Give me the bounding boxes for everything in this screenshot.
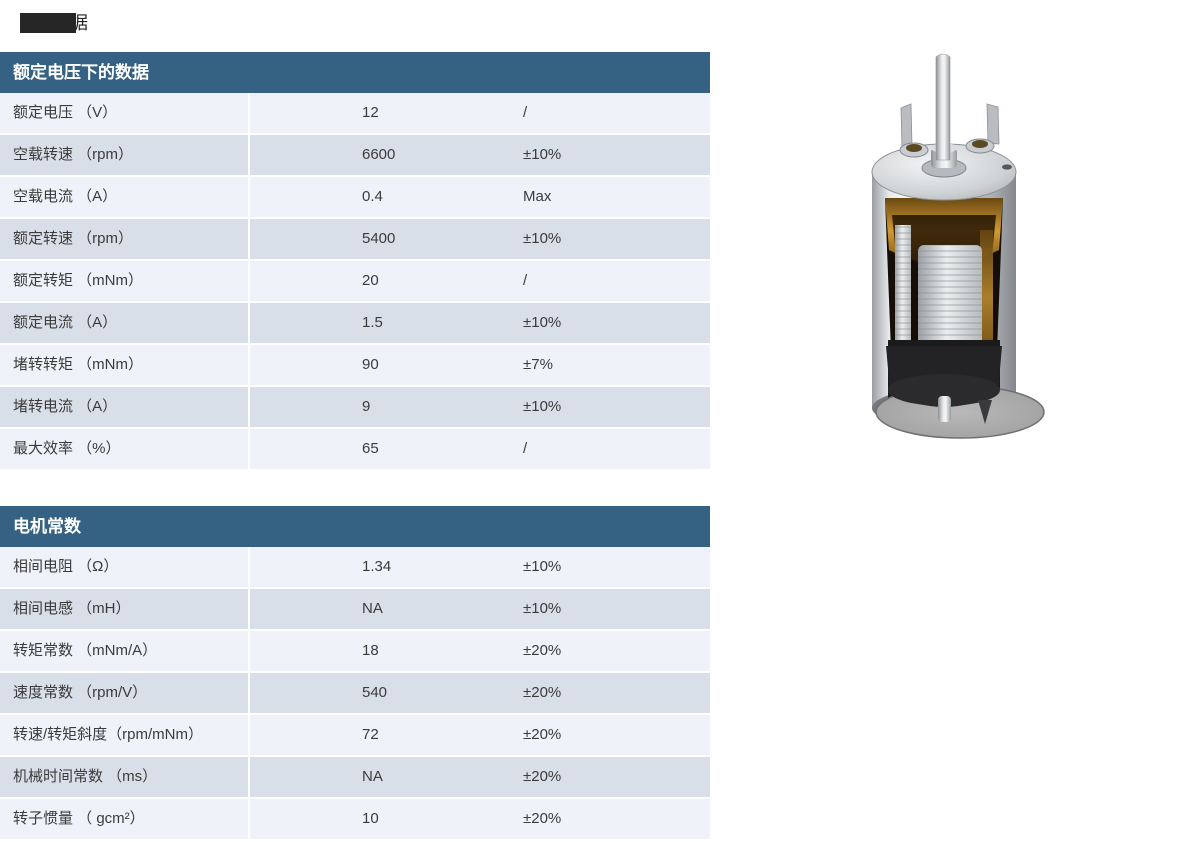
column-divider [248,345,250,385]
column-divider [248,547,250,587]
spec-value: 20 [362,272,379,289]
spec-label: 机械时间常数 （ms） [13,768,158,785]
spec-value: 1.5 [362,314,383,331]
table-body: 额定电压 （V） 12 / 空载转速 （rpm） 6600 ±10% 空载电流 （A） 0.4… [0,93,710,471]
spec-tolerance: ±20% [523,768,562,785]
spec-tolerance: ±10% [523,146,562,163]
column-divider [248,177,250,217]
table-row: 堵转电流 （A） 9 ±10% [0,387,710,429]
spec-tolerance: Max [523,188,552,205]
table-row: 额定电压 （V） 12 / [0,93,710,135]
table-title: 额定电压下的数据 [13,63,149,82]
spec-label: 速度常数 （rpm/V） [13,684,148,701]
column-divider [248,673,250,713]
table-header: 电机常数 [0,506,710,547]
spec-tolerance: / [523,104,528,121]
spec-tolerance: ±20% [523,726,562,743]
column-divider [248,135,250,175]
column-divider [248,219,250,259]
spec-tolerance: ±7% [523,356,553,373]
column-divider [248,303,250,343]
spec-label: 最大效率 （%） [13,440,121,457]
table-header: 额定电压下的数据 [0,52,710,93]
spec-value: 540 [362,684,388,701]
table-body: 相间电阻 （Ω） 1.34 ±10% 相间电感 （mH） NA ±10% 转矩常数 （mNm… [0,547,710,841]
spec-value: 5400 [362,230,396,247]
column-divider [248,589,250,629]
spec-label: 空载电流 （A） [13,188,118,205]
table-row: 额定转矩 （mNm） 20 / [0,261,710,303]
table-row: 转矩常数 （mNm/A） 18 ±20% [0,631,710,673]
table-row: 堵转转矩 （mNm） 90 ±7% [0,345,710,387]
redaction-box [20,13,76,33]
spec-tolerance: ±10% [523,398,562,415]
motor-constants-table: 电机常数 相间电阻 （Ω） 1.34 ±10% 相间电感 （mH） NA ±10% 转矩常数… [0,506,710,841]
spec-value: 6600 [362,146,396,163]
spec-value: 0.4 [362,188,383,205]
spec-label: 额定电流 （A） [13,314,118,331]
spec-tolerance: / [523,440,528,457]
spec-label: 堵转转矩 （mNm） [13,356,143,373]
spec-tolerance: ±10% [523,314,562,331]
spec-value: NA [362,768,383,785]
table-row: 相间电阻 （Ω） 1.34 ±10% [0,547,710,589]
spec-value: 9 [362,398,371,415]
spec-value: NA [362,600,383,617]
table-row: 机械时间常数 （ms） NA ±20% [0,757,710,799]
table-row: 转子惯量 （ gcm²） 10 ±20% [0,799,710,841]
motor-cutaway-image [852,40,1052,440]
table-row: 速度常数 （rpm/V） 540 ±20% [0,673,710,715]
spec-tolerance: ±20% [523,810,562,827]
column-divider [248,261,250,301]
spec-value: 12 [362,104,379,121]
column-divider [248,799,250,839]
column-divider [248,387,250,427]
table-row: 转速/转矩斜度（rpm/mNm） 72 ±20% [0,715,710,757]
table-title: 电机常数 [13,517,81,536]
spec-tolerance: / [523,272,528,289]
spec-value: 10 [362,810,379,827]
spec-label: 相间电感 （mH） [13,600,131,617]
rated-voltage-table: 额定电压下的数据 额定电压 （V） 12/空载转速 （rpm） 6600 ±10% 空载… [0,52,710,471]
spec-tolerance: ±10% [523,600,562,617]
spec-label: 堵转电流 （A） [13,398,118,415]
spec-label: 转子惯量 （ gcm²） [13,810,145,827]
spec-value: 18 [362,642,379,659]
spec-tolerance: ±20% [523,684,562,701]
page-title-masked: 据 [20,12,100,34]
column-divider [248,93,250,133]
column-divider [248,757,250,797]
spec-tolerance: ±10% [523,558,562,575]
spec-label: 额定转速 （rpm） [13,230,134,247]
spec-label: 额定电压 （V） [13,104,118,121]
spec-label: 空载转速 （rpm） [13,146,134,163]
spec-label: 转速/转矩斜度（rpm/mNm） [13,726,203,743]
table-row: 额定转速 （rpm） 5400 ±10% [0,219,710,261]
spec-value: 65 [362,440,379,457]
column-divider [248,631,250,671]
spec-value: 1.34 [362,558,392,575]
table-row: 额定电流 （A） 1.5 ±10% [0,303,710,345]
table-row: 最大效率 （%） 65 / [0,429,710,471]
spec-value: 90 [362,356,379,373]
table-row: 相间电感 （mH） NA ±10% [0,589,710,631]
spec-tolerance: ±10% [523,230,562,247]
table-row: 空载转速 （rpm） 6600 ±10% [0,135,710,177]
spec-label: 转矩常数 （mNm/A） [13,642,158,659]
spec-label: 相间电阻 （Ω） [13,558,119,575]
motor-illustration [871,53,1045,439]
spec-label: 额定转矩 （mNm） [13,272,143,289]
column-divider [248,429,250,469]
column-divider [248,715,250,755]
table-row: 空载电流 （A） 0.4 Max [0,177,710,219]
spec-value: 72 [362,726,379,743]
spec-tolerance: ±20% [523,642,562,659]
